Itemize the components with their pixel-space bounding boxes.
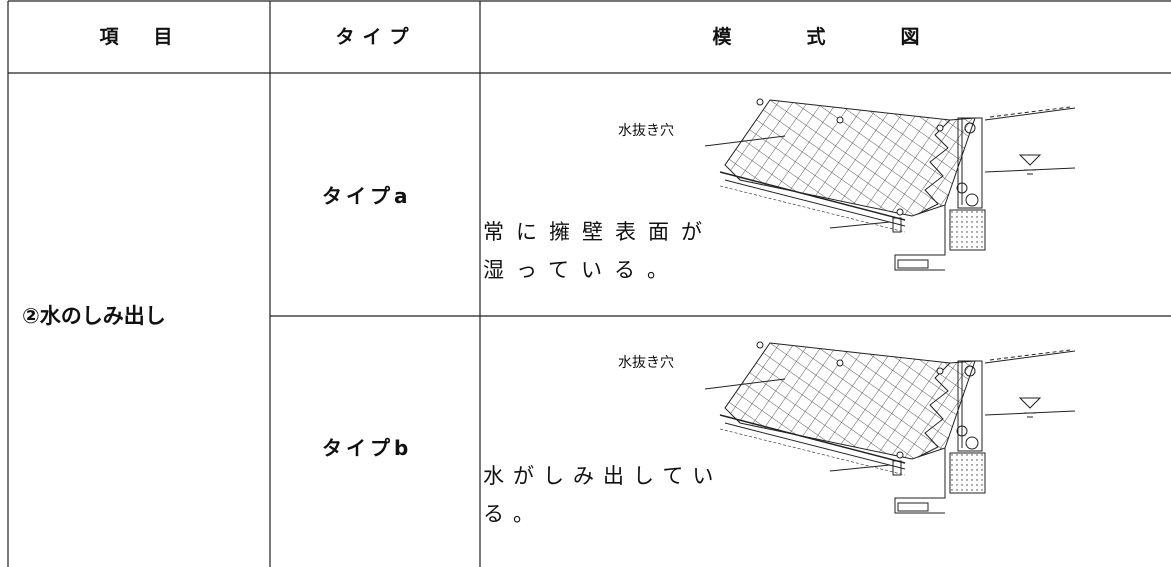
diagram-label: 水抜き穴 [618,355,674,371]
description-line: 湿っている。 [483,258,680,282]
header-cell: 項 目 [99,26,181,48]
description: 水がしみ出してい る。 [483,457,722,533]
header-cell: タイプ [335,26,417,48]
type-cell: タイプa [322,184,412,208]
type-cell: タイプb [322,436,413,460]
header-cell: 模 式 図 [712,26,948,48]
table-lines [7,0,1171,567]
description-line: る。 [483,502,543,526]
description: 常に擁壁表面が 湿っている。 [483,213,714,289]
description-line: 常に擁壁表面が [483,220,714,244]
diagram-type-b [705,342,1075,513]
diagram-type-a [705,99,1075,270]
item-cell: ②水のしみ出し [22,304,166,328]
description-line: 水がしみ出してい [483,464,723,488]
diagram-label: 水抜き穴 [618,123,674,139]
